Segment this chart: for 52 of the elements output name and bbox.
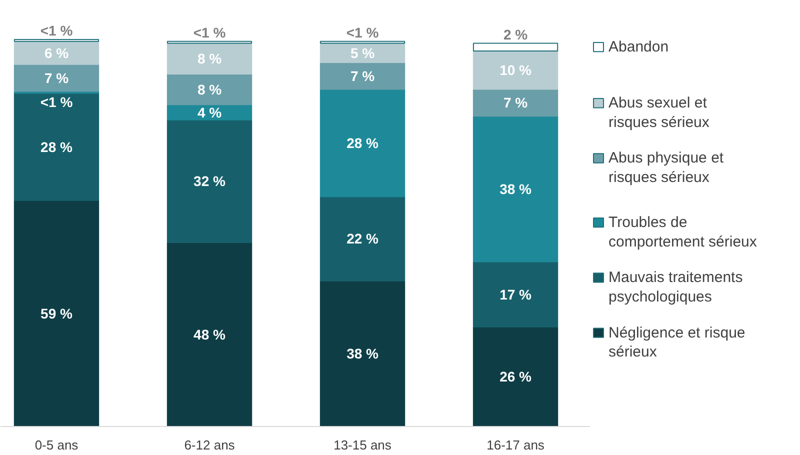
x-tick-label: 0-5 ans [34,438,79,452]
data-label: <1 % [40,22,74,38]
bar [472,50,558,90]
data-label: 28 % [346,134,380,151]
data-label: 28 % [40,138,74,155]
legend-label: Mauvais traitements psychologiques [608,269,743,306]
x-tick-label: 6-12 ans [184,438,236,452]
bar [472,88,558,117]
data-label: <1 % [193,24,226,40]
data-label: <1 % [346,24,380,40]
data-label: 48 % [194,326,226,343]
legend-label: Abandon [608,38,669,56]
legend-label: Abus physique et risques sérieux [608,150,724,186]
bar [472,116,558,262]
legend-label: Négligence et risque sérieux [608,324,746,361]
bar [472,326,558,426]
bar [166,73,252,106]
bar [472,42,558,52]
x-tick-label: 16-17 ans [486,438,545,452]
data-label: 59 % [40,305,74,322]
bar [320,88,406,198]
data-label: 8 % [197,81,222,98]
bar [320,62,406,90]
data-label: 2 % [503,26,528,42]
bar [166,119,252,244]
bar [14,200,100,426]
bar [166,242,252,426]
bar [166,42,252,74]
data-label: 6 % [44,44,70,61]
bar [14,40,100,65]
bar [320,280,406,426]
data-label: 7 % [350,68,376,84]
x-tick-label: 13-15 ans [334,438,392,452]
bar [320,196,406,282]
data-label: 38 % [346,346,380,362]
bar [14,92,100,201]
legend-label: Troubles de comportement sérieux [608,214,758,250]
bar [14,64,100,92]
data-label: 5 % [350,44,376,61]
data-label: 26 % [500,368,532,385]
data-label: 22 % [346,230,380,247]
bar [472,261,558,328]
data-label: 4 % [197,104,222,120]
data-label: 8 % [197,50,222,67]
legend-label: Abus sexuel et risques sérieux [608,94,710,131]
data-label: 17 % [500,286,532,302]
data-label: 7 % [44,70,70,86]
data-label: <1 % [40,94,74,110]
data-label: 32 % [194,173,226,190]
data-label: 10 % [500,62,532,78]
data-label: 38 % [500,180,532,197]
data-label: 7 % [503,94,528,111]
